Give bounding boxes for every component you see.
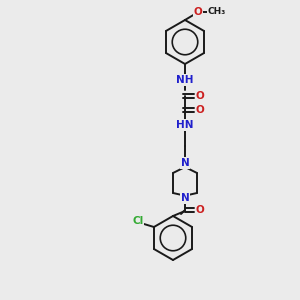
Text: O: O [194, 7, 202, 17]
Text: O: O [196, 205, 204, 215]
Text: N: N [181, 193, 189, 203]
Text: Cl: Cl [132, 216, 144, 226]
Text: O: O [196, 105, 204, 115]
Text: NH: NH [176, 75, 194, 85]
Text: HN: HN [176, 120, 194, 130]
Text: O: O [196, 91, 204, 101]
Text: CH₃: CH₃ [208, 8, 226, 16]
Text: N: N [181, 158, 189, 168]
